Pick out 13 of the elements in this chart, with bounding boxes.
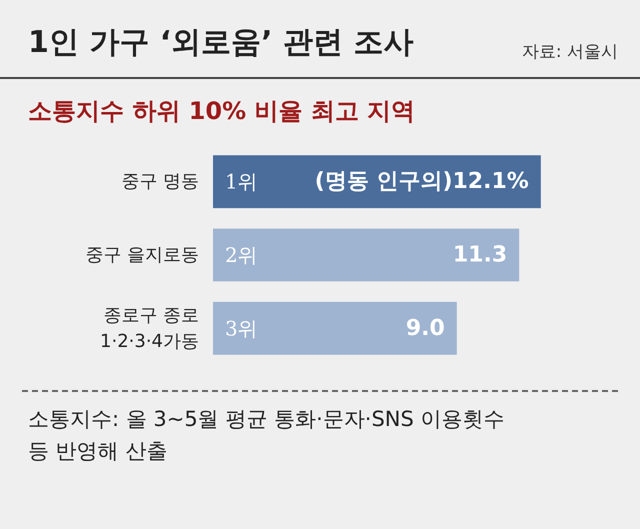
chart-subtitle: 소통지수 하위 10% 비율 최고 지역 xyxy=(27,96,416,127)
annotation: 1위 xyxy=(225,170,258,194)
annotation: 3위 xyxy=(225,316,258,340)
y-tick-label: 종로구 종로 1·2·3·4가동 xyxy=(100,304,199,352)
text: 소통지수: 올 3~5월 평균 통화·문자·SNS 이용횟수 등 반영해 산출 xyxy=(27,406,506,465)
data-label: (명동 인구의)12.1% xyxy=(314,169,529,194)
data-label: 11.3 xyxy=(452,242,508,268)
data-label: 9.0 xyxy=(406,316,445,341)
y-tick-label: 중구 명동 xyxy=(121,171,199,192)
chart-title: 1인 가구 ‘외로움’ 관련 조사 xyxy=(28,24,414,62)
text: 자료: 서울시 xyxy=(522,41,618,63)
annotation: 2위 xyxy=(225,243,258,267)
y-tick-label: 중구 을지로동 xyxy=(85,244,199,266)
